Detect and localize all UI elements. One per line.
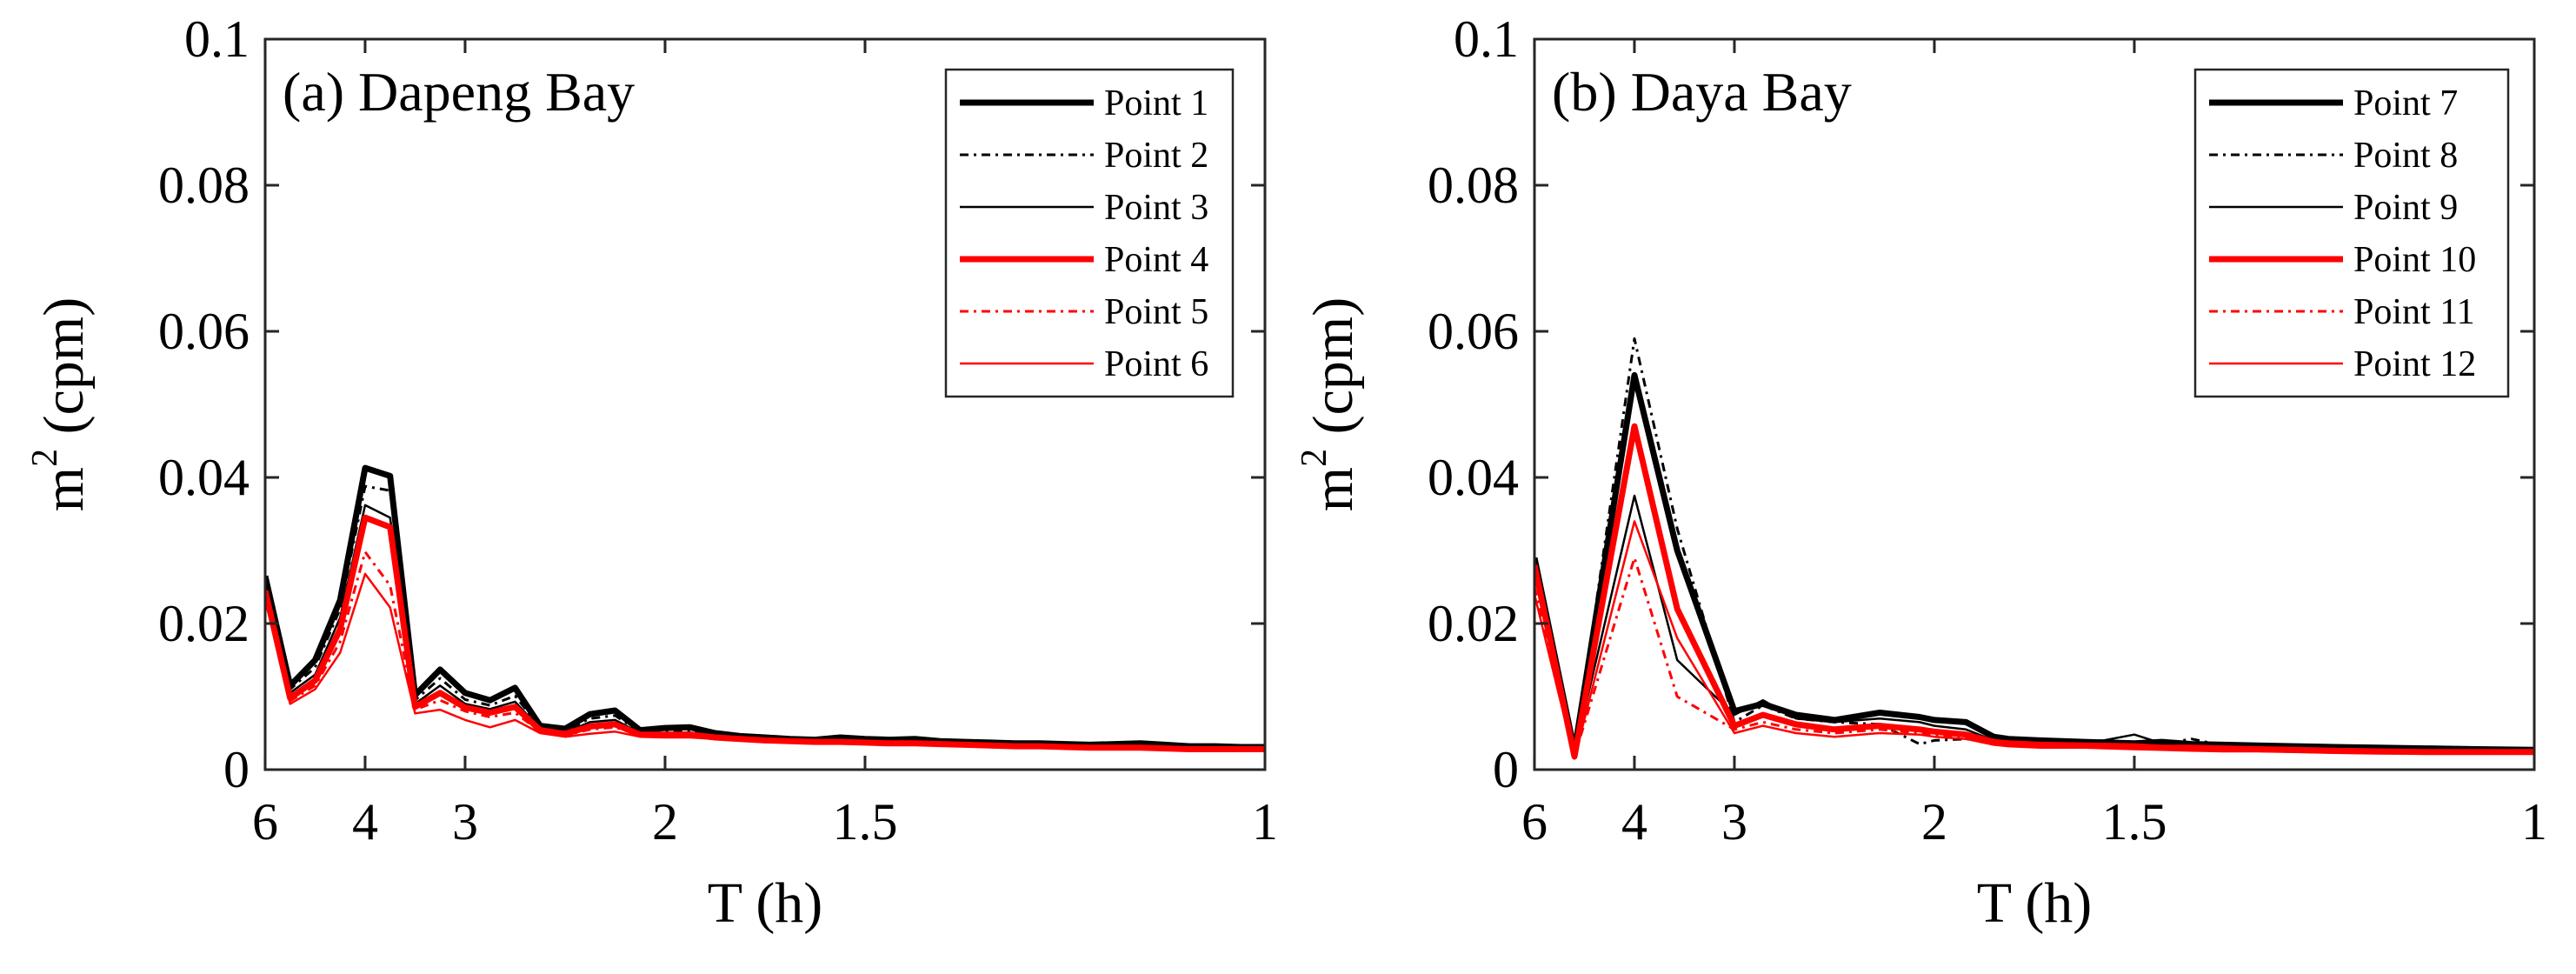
legend-label: Point 6 [1104,344,1208,384]
x-axis-label: T (h) [1977,871,2093,935]
y-axis-label-sup: 2 [1295,449,1335,467]
series-line-point-10 [1534,423,2534,760]
panel-title: (b) Daya Bay [1552,61,1852,123]
y-axis-label: m2 (cpm) [1295,297,1365,511]
y-axis-label-unit: (cpm) [1301,297,1365,449]
series-group-a [265,464,1265,752]
legend-label: Point 8 [2353,136,2458,176]
series-line-point-6 [265,572,1265,752]
x-tick-label: 3 [1721,793,1747,851]
axes-frame-b [1533,37,2536,771]
panel-daya-bay: 00.020.040.060.080.16 4 3 2 1.5 1T (h)m2 (cpm… [1295,10,2547,935]
x-tick-label: 6 [252,793,278,851]
x-axis-label: T (h) [708,871,823,935]
series-line-point-12 [1534,520,2534,760]
x-tick-label: 4 [1621,793,1647,851]
legend-label: Point 9 [2353,188,2458,228]
legend-label: Point 10 [2353,240,2476,280]
series-line-point-4 [265,514,1265,752]
legend-label: Point 12 [2353,344,2476,384]
x-tick-label: 4 [352,793,378,851]
y-axis-label-base: m [1301,467,1365,511]
legend-label: Point 1 [1104,83,1208,123]
x-tick-label: 1.5 [2101,793,2167,851]
y-tick-label: 0.1 [1454,10,1519,68]
y-tick-label: 0.04 [158,449,250,506]
y-tick-label: 0 [1493,741,1519,798]
y-tick-label: 0.08 [1428,157,1519,214]
legend: Point 7 Point 8 Point 9 Point 10 Point 11 Poi… [2193,68,2510,398]
y-axis-label-sup: 2 [25,449,65,467]
x-tick-label: 2 [652,793,678,851]
x-tick-label: 1 [1252,793,1278,851]
legend-label: Point 3 [1104,188,1208,228]
x-tick-label: 1.5 [832,793,897,851]
legend-box [2193,68,2510,398]
panel-title: (a) Dapeng Bay [283,61,635,123]
y-axis-label: m2 (cpm) [25,297,96,511]
axes-frame-a [263,37,1267,771]
y-axis-label-base: m [32,467,96,511]
legend-label: Point 4 [1104,240,1208,280]
x-tick-label: 2 [1921,793,1947,851]
y-tick-label: 0.02 [1428,595,1519,652]
series-line-point-11 [1534,556,2534,758]
x-tick-label: 3 [452,793,478,851]
x-tick-label: 1 [2521,793,2547,851]
y-tick-label: 0.02 [158,595,250,652]
y-tick-label: 0 [223,741,250,798]
y-tick-label: 0.06 [158,303,250,360]
legend-label: Point 7 [2353,83,2458,123]
x-tick-label: 6 [1521,793,1548,851]
legend-label: Point 2 [1104,136,1208,176]
legend-label: Point 11 [2353,292,2475,332]
series-group-b [1534,337,2534,760]
y-tick-label: 0.1 [184,10,250,68]
y-tick-label: 0.08 [158,157,250,214]
y-tick-label: 0.06 [1428,303,1519,360]
legend-box [944,68,1235,398]
y-tick-label: 0.04 [1428,449,1519,506]
y-axis-label-unit: (cpm) [32,297,96,449]
legend-label: Point 5 [1104,292,1208,332]
legend: Point 1 Point 2 Point 3 Point 4 Point 5 Point… [944,68,1235,398]
panel-dapeng-bay: 00.020.040.060.080.16 4 3 2 1.5 1T (h)m2 (cpm… [25,10,1278,935]
